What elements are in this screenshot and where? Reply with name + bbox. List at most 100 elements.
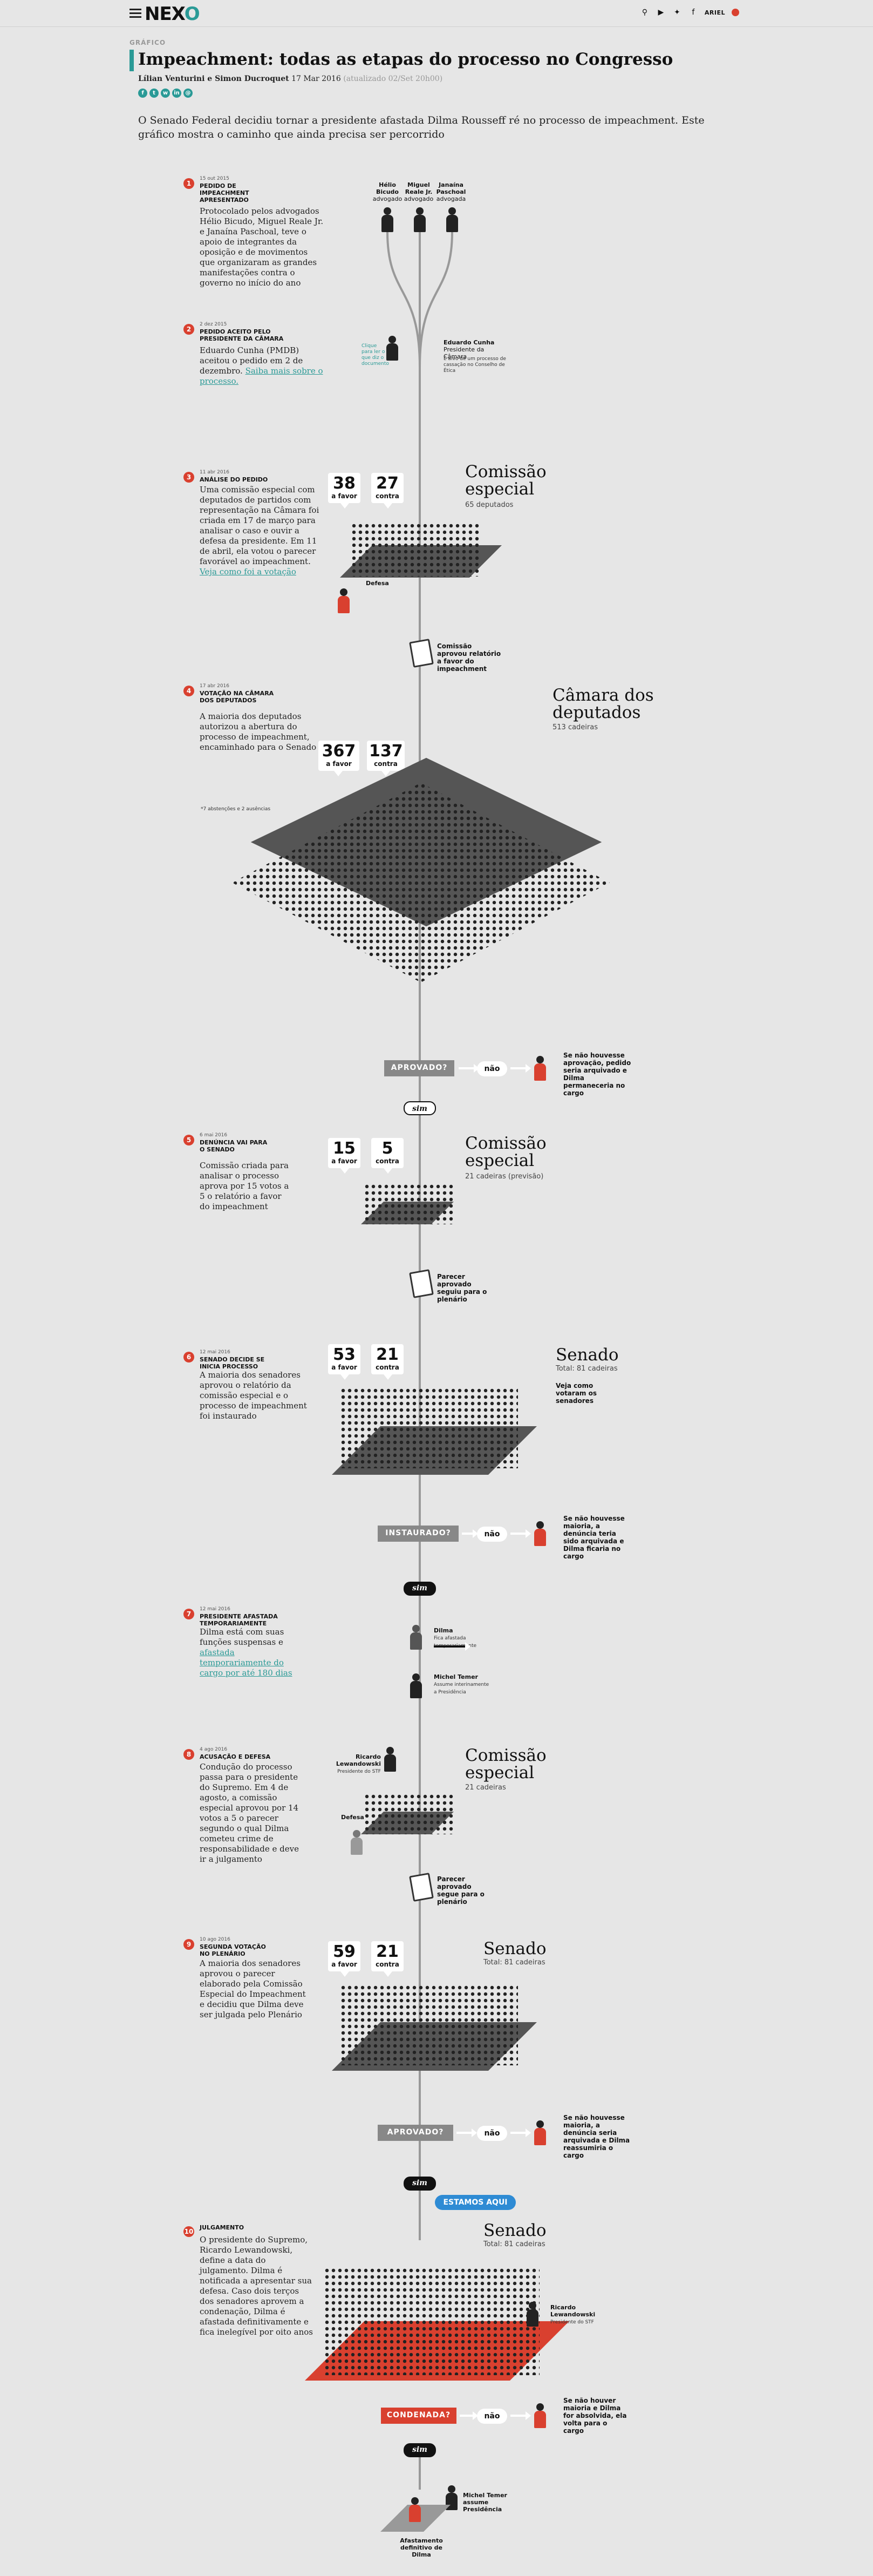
no-note: Se não houvesse maioria, a denúncia teri…	[563, 1515, 625, 1560]
body-name: Comissão especial	[465, 462, 547, 499]
step-number: 4	[183, 686, 194, 696]
document-icon[interactable]	[409, 639, 434, 668]
body-seats: Total: 81 cadeiras	[483, 1958, 545, 1967]
body-name: Comissão especial	[465, 1134, 547, 1170]
step-body: A maioria dos senadores aprovou o parece…	[200, 1958, 306, 2019]
step-body: A maioria dos deputados autorizou a aber…	[200, 711, 317, 752]
body-name: Senado	[483, 1939, 547, 1958]
dilma-figure	[534, 2120, 546, 2145]
step-date: 6 mai 2016	[200, 1133, 228, 1138]
defense-label: Defesa	[366, 580, 389, 587]
no-arrow	[462, 1529, 478, 1538]
current-stage-badge: ESTAMOS AQUI	[435, 2195, 516, 2210]
afastada-link[interactable]: afastada temporariamente do cargo por at…	[200, 1648, 292, 1678]
lawyer-figure	[414, 207, 426, 232]
vote-link[interactable]: Veja como foi a votação	[200, 567, 296, 577]
temer-final-label: Michel Temer assume Presidência	[463, 2492, 507, 2513]
no-note: Se não houvesse aprovação, pedido seria …	[563, 1052, 631, 1097]
authors: Lílian Venturini e Simon Ducroquet	[138, 74, 289, 83]
search-icon[interactable]: ⚲	[642, 8, 648, 17]
saiba-mais-link[interactable]: Saiba mais sobre o processo.	[200, 366, 323, 386]
top-navbar: NEXO ⚲ ▶ ✦ f ARIEL	[0, 0, 873, 27]
page-title: Impeachment: todas as etapas do processo…	[138, 50, 673, 69]
click-doc-hint[interactable]: Clique para ler o que diz o documento	[362, 343, 389, 367]
dilma-figure	[534, 2403, 546, 2428]
twitter-icon[interactable]: ✦	[674, 8, 680, 17]
vote-contra: 21 contra	[371, 1941, 404, 1977]
whatsapp-share-icon[interactable]: w	[161, 89, 170, 98]
yes-pill: sim	[404, 2177, 436, 2191]
step-heading: ANÁLISE DO PEDIDO	[200, 476, 268, 483]
twitter-share-icon[interactable]: t	[149, 89, 159, 98]
step-heading: JULGAMENTO	[200, 2224, 244, 2231]
step-body: Comissão criada para analisar o processo…	[200, 1161, 289, 1211]
step-4: 4 17 abr 2016 VOTAÇÃO NA CÂMARA DOS DEPU…	[183, 683, 324, 791]
flow-line	[419, 2457, 421, 2490]
email-share-icon[interactable]: @	[183, 89, 193, 98]
dilma-figure	[410, 1625, 422, 1650]
vote-favor: 53 a favor	[328, 1344, 360, 1380]
body-name: Comissão especial	[465, 1746, 547, 1782]
step-body: Protocolado pelos advogados Hélio Bicudo…	[200, 206, 324, 288]
youtube-icon[interactable]: ▶	[658, 8, 664, 17]
lawyer-figure	[446, 207, 458, 232]
vote-contra: 137 contra	[367, 741, 405, 776]
nexo-logo[interactable]: NEXO	[145, 3, 200, 25]
lawyer-helio: Hélio Bicudo advogado	[372, 181, 403, 202]
user-name[interactable]: ARIEL	[704, 9, 725, 16]
aprovado-gate: APROVADO?	[384, 1060, 454, 1076]
step-date: 12 mai 2016	[200, 1606, 230, 1612]
body-seats: 21 cadeiras (previsão)	[465, 1172, 544, 1181]
no-badge: não	[477, 2126, 507, 2141]
document-icon[interactable]	[409, 1873, 434, 1902]
senators-note[interactable]: Veja como votaram os senadores	[556, 1382, 597, 1405]
step-7: 7 12 mai 2016 PRESIDENTE AFASTADA TEMPOR…	[183, 1606, 324, 1693]
step-9: 9 10 ago 2016 SEGUNDA VOTAÇÃO NO PLENÁRI…	[183, 1937, 324, 2034]
seat-grid	[340, 1387, 518, 1468]
step-number: 2	[183, 324, 194, 335]
defense-figure	[351, 1830, 363, 1855]
body-name: Senado	[556, 1345, 619, 1365]
section-label[interactable]: GRÁFICO	[129, 39, 166, 46]
lewandowski-figure	[384, 1747, 396, 1772]
body-name: Senado	[483, 2221, 547, 2240]
seat-grid	[340, 1984, 518, 2065]
aprovado-gate: APROVADO?	[378, 2125, 453, 2141]
body-seats: Total: 81 cadeiras	[556, 1365, 618, 1373]
lewandowski-label: Ricardo Lewandowski Presidente do STF	[550, 2304, 596, 2325]
user-icon[interactable]	[732, 9, 739, 16]
cunha-label: Eduardo Cunha Presidente da Câmara	[444, 339, 495, 360]
step-body: A maioria dos senadores aprovou o relató…	[200, 1370, 307, 1421]
step-number: 8	[183, 1749, 194, 1760]
step-date: 12 mai 2016	[200, 1350, 230, 1355]
no-note: Se não houvesse maioria, a denúncia seri…	[563, 2114, 630, 2159]
document-icon[interactable]	[409, 1269, 434, 1298]
no-arrow	[456, 2128, 477, 2137]
vote-contra: 27 contra	[371, 473, 404, 509]
lead-text: O Senado Federal decidiu tornar a presid…	[138, 114, 705, 140]
vote-contra: 21 contra	[371, 1344, 404, 1380]
step-1: 1 15 out 2015 PEDIDO DE IMPEACHMENT APRE…	[183, 176, 324, 306]
facebook-icon[interactable]: f	[692, 8, 695, 17]
step-body: Condução do processo passa para o presid…	[200, 1762, 299, 1864]
no-arrow	[460, 2411, 478, 2420]
dilma-figure	[534, 1521, 546, 1546]
seat-grid	[364, 1183, 455, 1224]
step-date: 17 abr 2016	[200, 683, 230, 689]
step-date: 2 dez 2015	[200, 322, 227, 327]
step-heading: PRESIDENTE AFASTADA TEMPORARIAMENTE	[200, 1613, 278, 1627]
relatorio-note: Comissão aprovou relatório a favor do im…	[437, 642, 501, 673]
step-number: 6	[183, 1352, 194, 1362]
body-name: Câmara dos deputados	[553, 686, 654, 722]
lewandowski-figure	[527, 2302, 538, 2327]
vote-contra: 5 contra	[371, 1138, 404, 1174]
menu-icon[interactable]	[129, 9, 141, 18]
body-seats: 65 deputados	[465, 501, 514, 509]
linkedin-share-icon[interactable]: in	[172, 89, 181, 98]
no-arrow	[510, 2128, 531, 2137]
no-arrow	[510, 1529, 531, 1538]
vote-favor: 367 a favor	[318, 741, 359, 776]
step-number: 5	[183, 1135, 194, 1145]
facebook-share-icon[interactable]: f	[138, 89, 147, 98]
step-body: Dilma está com suas funções suspensas e …	[200, 1627, 292, 1678]
